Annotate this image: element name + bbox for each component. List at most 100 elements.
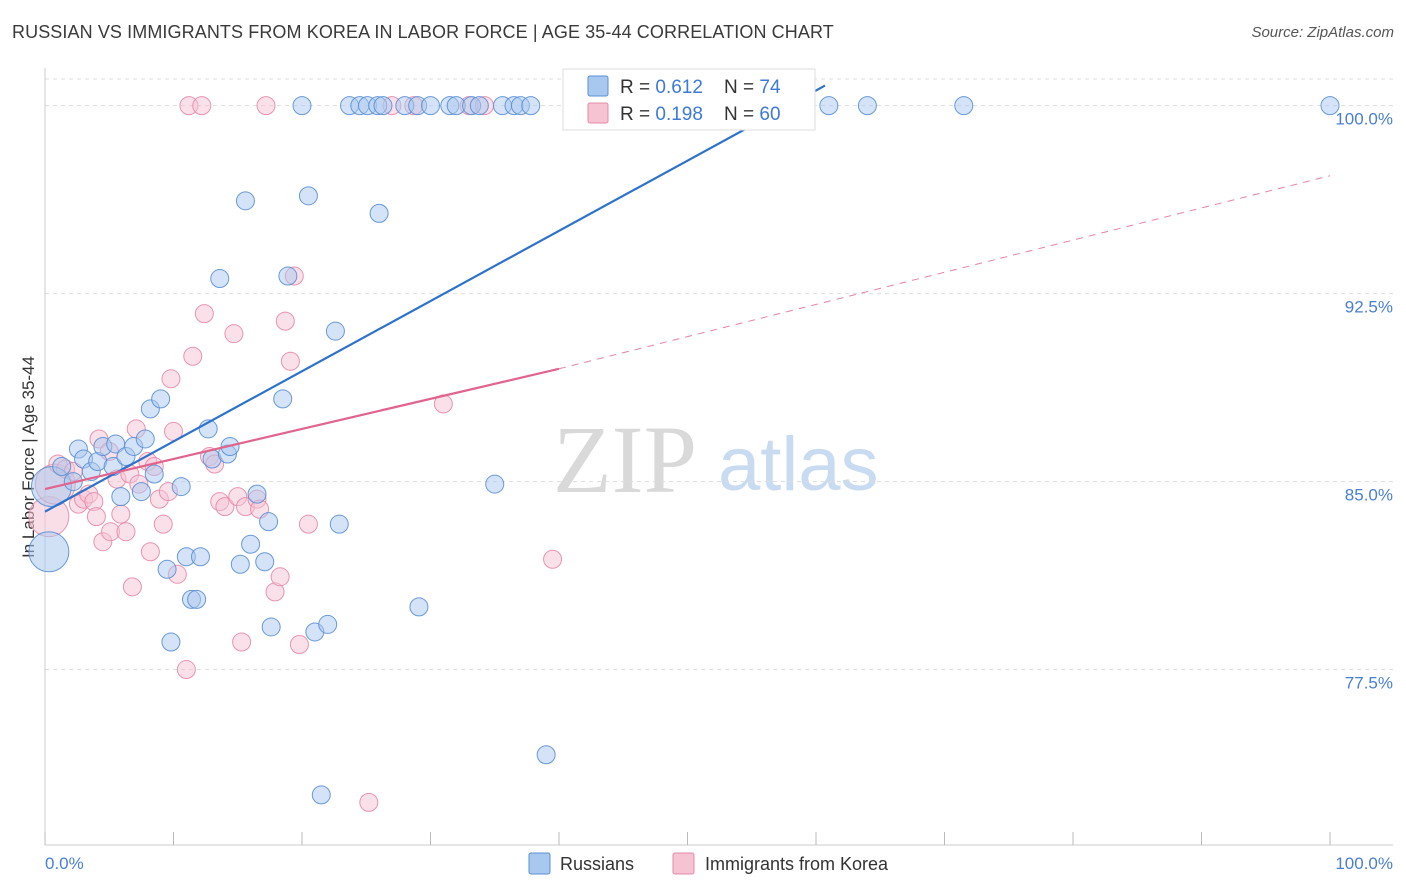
korea-point — [153, 514, 173, 534]
korea-point — [122, 577, 142, 597]
russians-point — [230, 554, 250, 574]
russians-point — [52, 457, 72, 477]
legend-n-russians: N = 74 — [724, 77, 781, 98]
russians-point — [421, 96, 440, 116]
russians-point — [369, 203, 389, 223]
russians-point — [187, 589, 207, 609]
y-tick-label: 85.0% — [1345, 486, 1393, 505]
legend-n-value-korea: 60 — [759, 104, 780, 125]
series-russians-points — [28, 96, 1340, 805]
russians-point — [329, 514, 349, 534]
stats-legend: R = 0.612 N = 74 R = 0.198 N = 60 — [562, 68, 816, 131]
trendline-korea — [44, 367, 560, 491]
korea-point — [256, 96, 276, 116]
russians-point — [311, 785, 331, 805]
russians-point — [157, 559, 177, 579]
russians-point — [536, 745, 556, 765]
russians-point — [144, 464, 164, 484]
korea-point — [194, 304, 214, 324]
russians-point — [259, 512, 279, 532]
bottom-legend-label-korea: Immigrants from Korea — [705, 854, 889, 874]
russians-point — [373, 96, 393, 116]
y-tick-label: 92.5% — [1345, 298, 1393, 317]
russians-point — [131, 482, 151, 502]
russians-point — [161, 632, 181, 652]
legend-swatch-korea — [587, 102, 609, 124]
russians-point — [135, 429, 155, 449]
russians-point — [469, 96, 489, 116]
korea-point — [161, 369, 181, 389]
russians-point — [255, 552, 275, 572]
y-axis-tick-labels: 77.5% 85.0% 92.5% 100.0% — [1335, 110, 1393, 693]
russians-point — [210, 269, 230, 289]
russians-point — [151, 389, 171, 409]
legend-r-label: R = — [620, 77, 655, 98]
korea-point — [275, 311, 295, 331]
russians-point — [485, 474, 505, 494]
x-axis-ticks — [44, 832, 1331, 845]
korea-point — [359, 792, 379, 812]
russians-point — [857, 96, 877, 116]
korea-point — [298, 514, 318, 534]
korea-point — [111, 504, 131, 524]
russians-point — [318, 614, 338, 634]
series-legend: Russians Immigrants from Korea — [528, 852, 889, 875]
trend-lines — [44, 84, 1331, 513]
russians-point — [1320, 96, 1340, 116]
russians-point — [273, 389, 293, 409]
watermark-atlas: atlas — [718, 422, 879, 507]
source-credit: Source: ZipAtlas.com — [1251, 24, 1394, 41]
legend-n-label: N = — [724, 104, 759, 125]
trendline-korea-extension — [558, 175, 1331, 370]
bottom-legend-swatch-russians — [528, 852, 551, 875]
legend-swatch-russians — [587, 75, 609, 97]
bottom-legend-label-russians: Russians — [560, 854, 634, 874]
russians-point — [247, 484, 267, 504]
x-tick-label-min: 0.0% — [45, 854, 84, 873]
legend-r-value-korea: 0.198 — [655, 104, 703, 125]
russians-point — [819, 96, 839, 116]
russians-point — [190, 547, 210, 567]
legend-r-value-russians: 0.612 — [655, 77, 703, 98]
korea-point — [176, 660, 196, 680]
korea-point — [280, 351, 300, 371]
korea-point — [270, 567, 290, 587]
y-tick-label: 100.0% — [1335, 110, 1393, 129]
korea-point — [116, 522, 136, 542]
russians-point — [292, 96, 312, 116]
russians-point — [521, 96, 541, 116]
russians-point — [241, 534, 261, 554]
legend-row-russians: R = 0.612 — [620, 77, 703, 98]
korea-point — [289, 634, 309, 654]
axes — [44, 68, 1393, 846]
russians-point — [171, 477, 191, 497]
legend-n-korea: N = 60 — [724, 104, 781, 125]
watermark-zip: ZIP — [553, 406, 697, 513]
korea-point — [232, 632, 252, 652]
korea-point — [543, 549, 563, 569]
russians-point — [235, 191, 255, 211]
legend-r-label: R = — [620, 104, 655, 125]
x-tick-label-max: 100.0% — [1335, 854, 1393, 873]
korea-point — [140, 542, 160, 562]
korea-point — [224, 324, 244, 344]
legend-n-label: N = — [724, 77, 759, 98]
russians-point — [409, 597, 429, 617]
russians-point — [325, 321, 345, 341]
gridlines — [45, 78, 1393, 671]
watermark: ZIP atlas — [553, 406, 879, 513]
korea-point — [183, 346, 203, 366]
russians-point — [28, 531, 70, 573]
chart-title: RUSSIAN VS IMMIGRANTS FROM KOREA IN LABO… — [12, 22, 834, 42]
trendline-russians — [44, 84, 826, 513]
series-korea-points — [28, 96, 563, 812]
bottom-legend-swatch-korea — [672, 852, 695, 875]
korea-point — [86, 507, 106, 527]
russians-point — [261, 617, 281, 637]
russians-point — [111, 487, 131, 507]
legend-row-korea: R = 0.198 — [620, 104, 703, 125]
russians-point — [298, 186, 318, 206]
korea-point — [215, 497, 235, 517]
russians-point — [278, 266, 298, 286]
